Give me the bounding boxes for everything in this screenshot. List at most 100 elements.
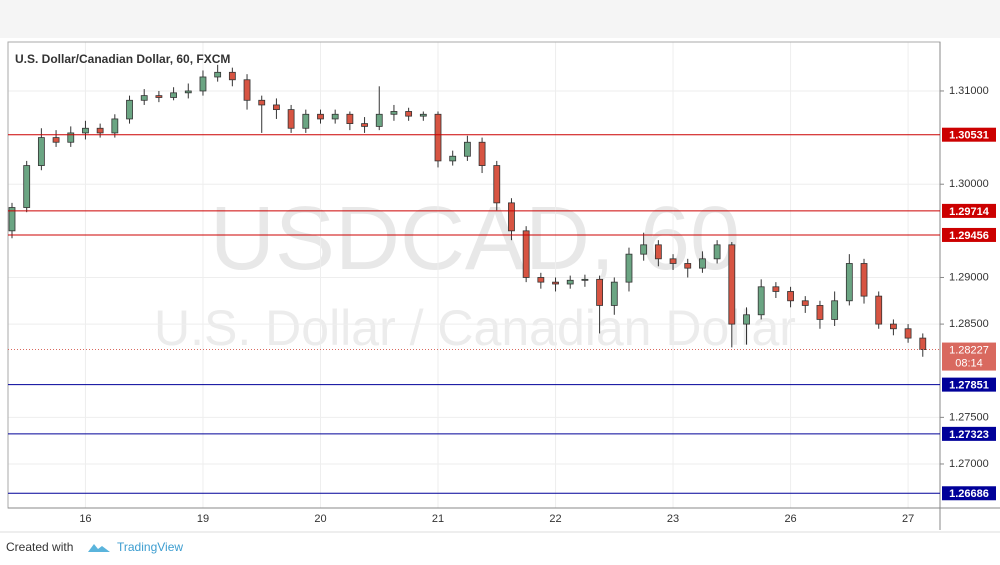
candle-body <box>67 132 75 143</box>
candle-body <box>904 328 912 339</box>
x-tick-label: 26 <box>784 513 796 525</box>
x-tick-label: 20 <box>314 513 326 525</box>
candle-body <box>845 263 853 302</box>
candle-body <box>860 263 868 297</box>
footer-created: Created with <box>6 540 73 554</box>
candle-body <box>596 278 603 306</box>
watermark: USDCAD, 60 U.S. Dollar / Canadian Dollar <box>154 189 796 356</box>
candle-body <box>375 113 383 127</box>
candle-body <box>184 90 192 94</box>
level-label: 1.26686 <box>949 488 989 500</box>
candle-body <box>816 305 824 320</box>
candle-body <box>772 286 780 292</box>
candle-body <box>728 244 736 325</box>
candle-body <box>552 281 559 285</box>
candle-body <box>434 113 442 162</box>
candle-body <box>713 244 721 260</box>
candle-body <box>82 127 89 134</box>
candle-body <box>361 123 368 127</box>
candle-body <box>346 113 354 124</box>
candle-body <box>419 113 427 117</box>
watermark-name: U.S. Dollar / Canadian Dollar <box>154 300 796 356</box>
candle-body <box>787 291 794 302</box>
candle-body <box>52 137 60 143</box>
candle-body <box>155 95 163 98</box>
countdown: 08:14 <box>955 357 983 369</box>
candle-body <box>243 79 251 101</box>
candle-body <box>463 141 471 157</box>
y-tick-label: 1.27000 <box>949 458 989 470</box>
current-price-bg <box>942 342 996 371</box>
candle-body <box>581 278 589 281</box>
watermark-symbol: USDCAD, 60 <box>210 189 740 289</box>
y-tick-label: 1.29000 <box>949 271 989 283</box>
candle-body <box>317 113 324 120</box>
candle-body <box>331 113 339 120</box>
candle-body <box>831 300 839 320</box>
level-label: 1.30531 <box>949 130 989 142</box>
candle-body <box>449 155 457 162</box>
candle-body <box>170 92 177 98</box>
level-label: 1.27323 <box>949 429 989 441</box>
level-label: 1.27851 <box>949 380 989 392</box>
candle-body <box>8 207 16 232</box>
x-tick-label: 21 <box>432 513 444 525</box>
candle-body <box>273 104 280 111</box>
candle-body <box>228 71 236 81</box>
candle-body <box>757 286 765 316</box>
candle-body <box>522 230 530 278</box>
level-label-bg <box>942 486 996 501</box>
y-tick-label: 1.28500 <box>949 318 989 330</box>
level-label-bg <box>942 127 996 142</box>
candle-body <box>654 244 662 260</box>
candle-body <box>287 109 295 129</box>
level-label-bg <box>942 377 996 392</box>
candle-body <box>111 118 119 134</box>
footer-brand[interactable]: TradingView <box>117 540 183 554</box>
candle-body <box>875 295 883 325</box>
x-tick-label: 23 <box>667 513 679 525</box>
candle-body <box>669 258 677 264</box>
candle-body <box>743 314 750 325</box>
level-label-bg <box>942 203 996 218</box>
candle-body <box>126 99 133 120</box>
level-label-bg <box>942 227 996 242</box>
candle-body <box>625 253 633 283</box>
y-tick-label: 1.31000 <box>949 85 989 97</box>
candle-body <box>140 95 148 101</box>
candle-body <box>610 281 618 306</box>
candle-body <box>214 71 222 78</box>
y-tick-label: 1.27500 <box>949 411 989 423</box>
candle-body <box>302 113 310 129</box>
current-price-label: 1.28227 <box>949 344 989 356</box>
candle-body <box>37 137 45 166</box>
candle-body <box>405 111 413 117</box>
level-label: 1.29714 <box>949 206 990 218</box>
candle-body <box>684 263 692 269</box>
candle-body <box>919 337 927 350</box>
x-tick-label: 27 <box>902 513 914 525</box>
y-tick-label: 1.30000 <box>949 178 989 190</box>
candle-body <box>890 323 897 330</box>
candle-body <box>390 111 398 115</box>
candle-body <box>493 165 501 204</box>
chart-title: U.S. Dollar/Canadian Dollar, 60, FXCM <box>15 52 230 66</box>
candle-body <box>23 165 31 208</box>
x-tick-label: 22 <box>549 513 561 525</box>
x-tick-label: 16 <box>79 513 91 525</box>
candle-body <box>566 279 574 285</box>
candle-body <box>258 99 266 106</box>
candle-body <box>478 141 486 166</box>
candle-body <box>96 127 104 134</box>
candle-body <box>508 202 515 232</box>
candle-body <box>199 76 207 92</box>
x-tick-label: 19 <box>197 513 209 525</box>
candle-body <box>699 258 706 269</box>
candle-body <box>537 277 545 283</box>
candle-body <box>801 300 809 306</box>
top-bar <box>0 0 1000 38</box>
level-label: 1.29456 <box>949 230 989 242</box>
candle-body <box>640 244 648 255</box>
